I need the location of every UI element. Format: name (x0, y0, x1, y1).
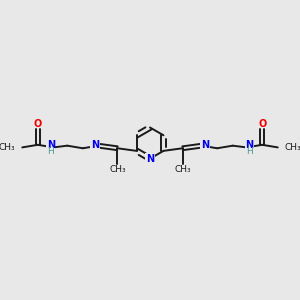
Text: CH₃: CH₃ (0, 143, 15, 152)
Text: N: N (201, 140, 209, 150)
Text: H: H (47, 147, 54, 156)
Text: O: O (258, 119, 266, 129)
Text: N: N (146, 154, 154, 164)
Text: N: N (245, 140, 253, 150)
Text: O: O (34, 119, 42, 129)
Text: CH₃: CH₃ (109, 165, 126, 174)
Text: N: N (91, 140, 99, 150)
Text: H: H (246, 147, 253, 156)
Text: N: N (47, 140, 55, 150)
Text: CH₃: CH₃ (285, 143, 300, 152)
Text: CH₃: CH₃ (174, 165, 191, 174)
